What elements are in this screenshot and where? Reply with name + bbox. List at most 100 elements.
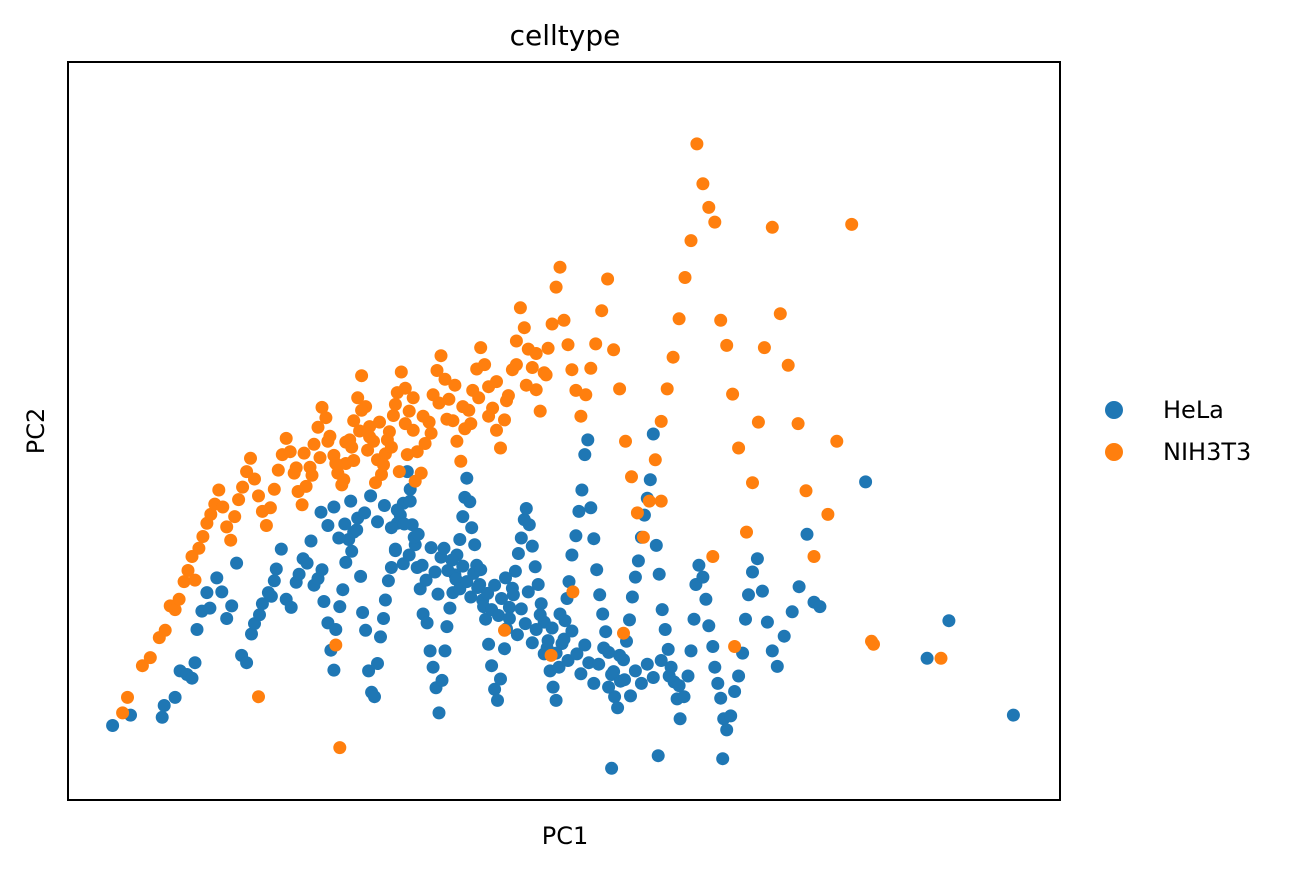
point-nih3t3-23 xyxy=(232,493,246,507)
point-nih3t3-198 xyxy=(566,585,580,599)
point-nih3t3-73 xyxy=(430,364,444,377)
point-hela-273 xyxy=(344,494,358,508)
point-hela-58 xyxy=(374,630,387,644)
point-hela-30 xyxy=(284,600,298,614)
point-nih3t3-184 xyxy=(345,440,359,454)
point-hela-224 xyxy=(474,563,488,577)
point-hela-173 xyxy=(708,660,722,674)
point-nih3t3-183 xyxy=(337,473,351,487)
point-nih3t3-18 xyxy=(212,483,226,497)
point-hela-219 xyxy=(456,559,470,573)
point-nih3t3-173 xyxy=(509,358,523,372)
legend-marker-hela xyxy=(1105,401,1123,419)
point-hela-27 xyxy=(269,562,283,576)
point-nih3t3-32 xyxy=(267,482,281,496)
point-nih3t3-85 xyxy=(478,358,492,372)
point-hela-82 xyxy=(443,601,457,615)
point-hela-98 xyxy=(485,659,499,673)
point-hela-240 xyxy=(533,608,547,622)
point-nih3t3-186 xyxy=(361,443,375,457)
point-hela-114 xyxy=(531,578,545,591)
point-hela-9 xyxy=(190,623,204,636)
point-hela-162 xyxy=(673,712,687,726)
point-nih3t3-75 xyxy=(438,372,452,386)
point-nih3t3-78 xyxy=(450,434,464,448)
point-hela-190 xyxy=(777,629,791,643)
point-hela-125 xyxy=(562,575,576,589)
point-hela-211 xyxy=(428,565,442,579)
point-hela-25 xyxy=(264,589,278,603)
point-nih3t3-114 xyxy=(601,272,615,286)
point-hela-154 xyxy=(649,538,663,552)
point-nih3t3-202 xyxy=(728,640,742,653)
point-hela-157 xyxy=(658,623,672,636)
point-hela-4 xyxy=(168,690,182,704)
point-nih3t3-116 xyxy=(613,382,627,396)
point-nih3t3-22 xyxy=(228,510,242,524)
point-nih3t3-112 xyxy=(589,337,603,351)
point-nih3t3-94 xyxy=(513,301,527,315)
point-nih3t3-152 xyxy=(934,651,948,665)
point-nih3t3-121 xyxy=(642,494,656,508)
point-nih3t3-110 xyxy=(579,388,593,402)
point-nih3t3-123 xyxy=(654,414,668,428)
point-nih3t3-65 xyxy=(398,381,412,395)
point-hela-119 xyxy=(546,680,560,694)
point-hela-235 xyxy=(514,602,528,616)
point-hela-106 xyxy=(508,564,522,578)
point-hela-128 xyxy=(572,504,586,518)
point-nih3t3-113 xyxy=(595,304,609,318)
point-nih3t3-166 xyxy=(448,378,462,392)
point-nih3t3-176 xyxy=(539,368,553,382)
point-hela-126 xyxy=(565,548,579,562)
point-hela-238 xyxy=(525,636,539,650)
point-nih3t3-190 xyxy=(392,465,406,479)
point-hela-249 xyxy=(570,647,584,661)
point-hela-269 xyxy=(321,519,335,532)
point-nih3t3-119 xyxy=(630,506,644,520)
point-hela-108 xyxy=(514,531,528,545)
point-nih3t3-12 xyxy=(188,573,202,587)
point-nih3t3-79 xyxy=(454,454,468,468)
point-hela-15 xyxy=(220,612,234,625)
point-hela-188 xyxy=(765,644,779,658)
point-hela-186 xyxy=(755,584,769,598)
point-hela-61 xyxy=(381,574,395,588)
point-hela-53 xyxy=(359,623,373,637)
point-nih3t3-128 xyxy=(684,234,698,248)
point-nih3t3-165 xyxy=(440,412,454,426)
point-nih3t3-172 xyxy=(500,394,513,408)
point-hela-42 xyxy=(327,663,341,677)
point-hela-232 xyxy=(502,612,516,625)
point-hela-166 xyxy=(687,612,701,626)
point-hela-131 xyxy=(581,433,595,447)
point-nih3t3-20 xyxy=(220,520,234,534)
point-hela-175 xyxy=(714,691,728,705)
point-hela-174 xyxy=(711,676,725,690)
point-nih3t3-64 xyxy=(394,365,408,379)
point-hela-136 xyxy=(596,607,610,621)
point-hela-177 xyxy=(720,723,734,737)
point-hela-80 xyxy=(438,644,452,658)
point-hela-91 xyxy=(465,521,479,535)
point-hela-281 xyxy=(397,517,411,531)
point-nih3t3-2 xyxy=(135,659,149,673)
point-hela-184 xyxy=(746,565,759,579)
point-hela-107 xyxy=(511,547,525,560)
point-nih3t3-117 xyxy=(619,434,632,448)
point-nih3t3-149 xyxy=(845,217,859,231)
point-hela-271 xyxy=(332,531,346,545)
point-nih3t3-84 xyxy=(474,341,488,355)
point-hela-79 xyxy=(435,673,449,687)
point-hela-76 xyxy=(426,660,440,674)
point-nih3t3-42 xyxy=(307,437,321,451)
point-hela-52 xyxy=(356,606,370,619)
point-nih3t3-192 xyxy=(408,474,422,488)
point-hela-51 xyxy=(354,569,368,583)
point-hela-96 xyxy=(479,612,493,626)
point-nih3t3-106 xyxy=(561,338,575,352)
point-hela-145 xyxy=(623,613,636,627)
point-nih3t3-99 xyxy=(533,404,547,418)
point-hela-48 xyxy=(345,544,359,558)
point-nih3t3-52 xyxy=(347,414,361,428)
